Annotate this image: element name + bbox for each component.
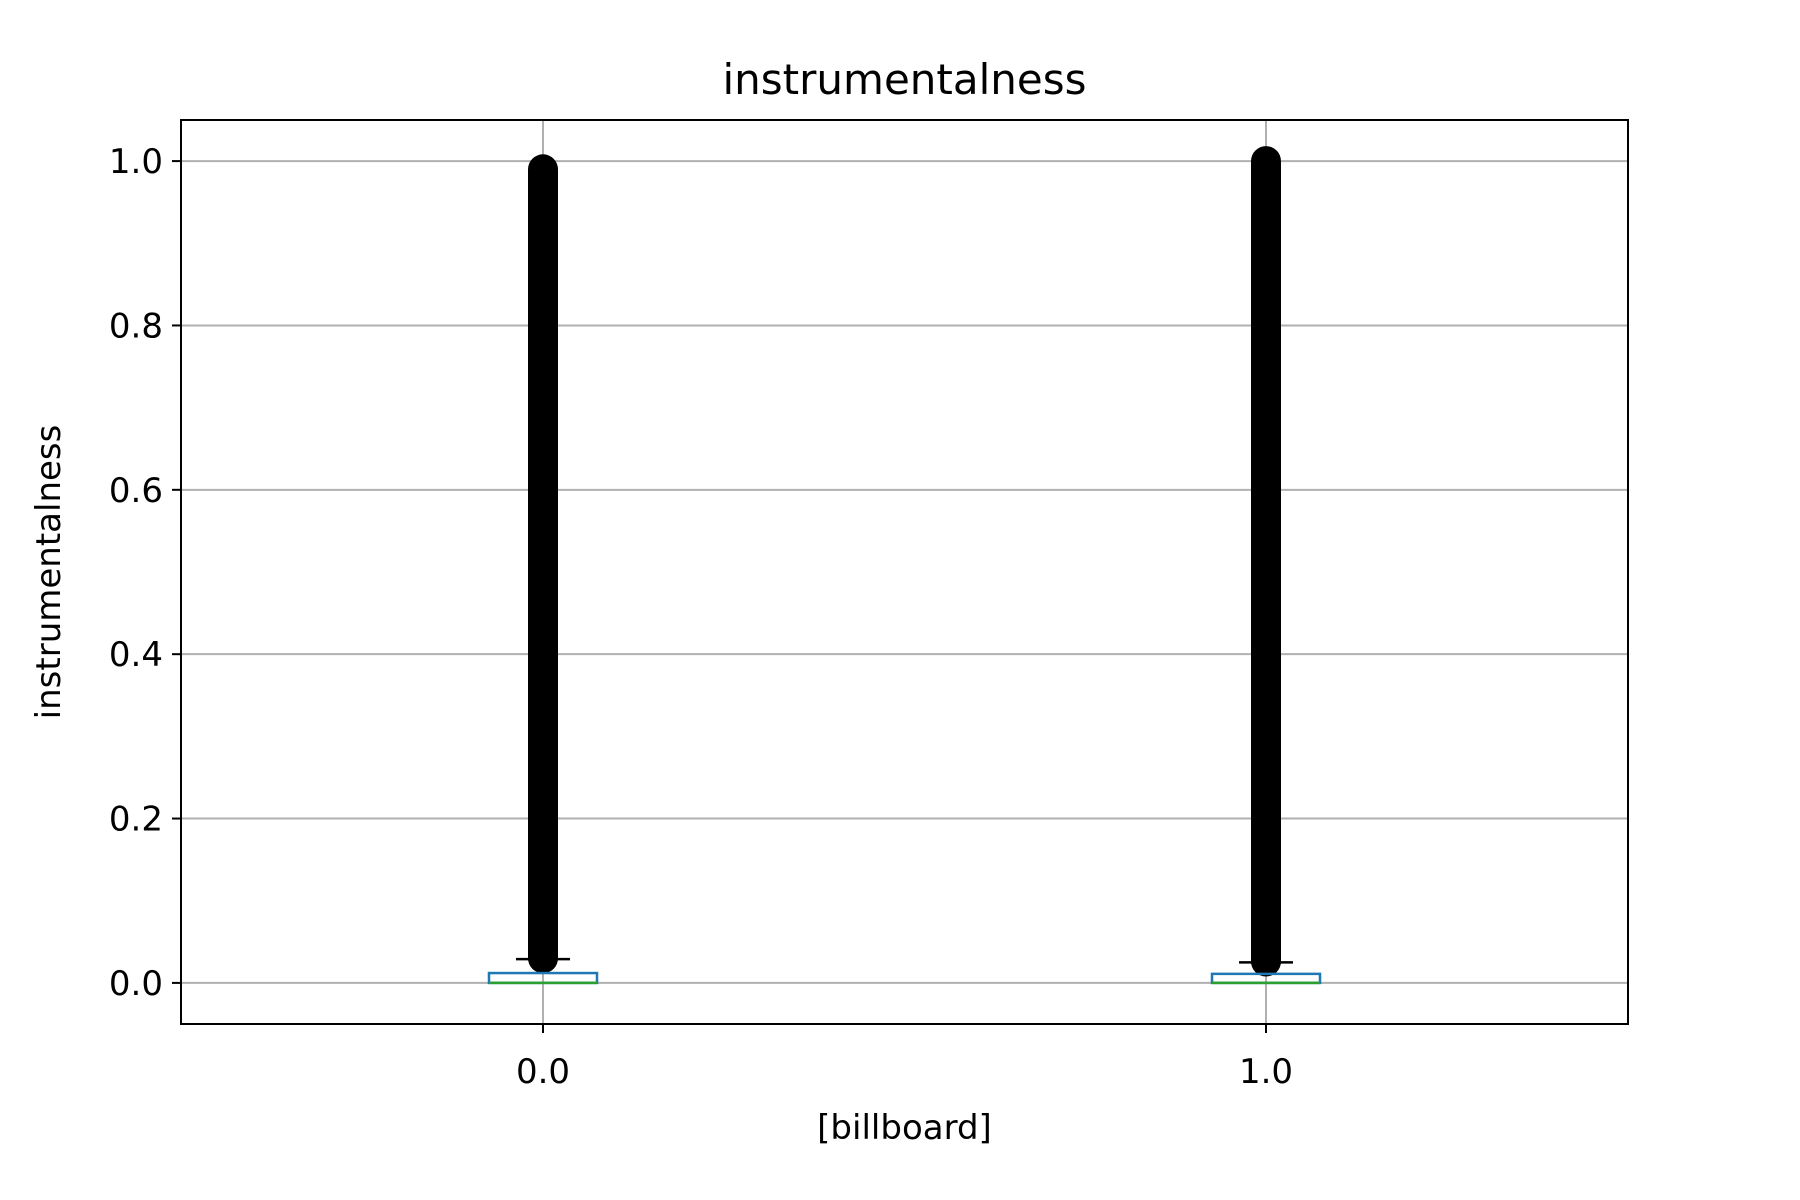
box-group (1210, 146, 1322, 985)
x-tick-label: 1.0 (1239, 1052, 1293, 1092)
y-tick-label: 0.8 (109, 306, 163, 346)
y-tick-label: 0.6 (109, 471, 163, 511)
y-tick-label: 0.0 (109, 964, 163, 1004)
plot-frame (180, 119, 1629, 1025)
chart-title: instrumentalness (723, 55, 1087, 104)
box-series (487, 146, 1322, 985)
x-axis-label: [billboard] (817, 1108, 992, 1148)
y-axis: 0.0 0.2 0.4 0.6 0.8 1.0 (109, 142, 181, 1004)
y-tick-label: 0.4 (109, 635, 163, 675)
box-group (487, 154, 599, 985)
y-tick-label: 0.2 (109, 800, 163, 840)
y-tick-label: 1.0 (109, 142, 163, 182)
x-axis: 0.0 1.0 (516, 1024, 1293, 1092)
x-tick-label: 0.0 (516, 1052, 570, 1092)
grid-lines (181, 120, 1628, 1024)
y-axis-label: instrumentalness (29, 425, 69, 720)
